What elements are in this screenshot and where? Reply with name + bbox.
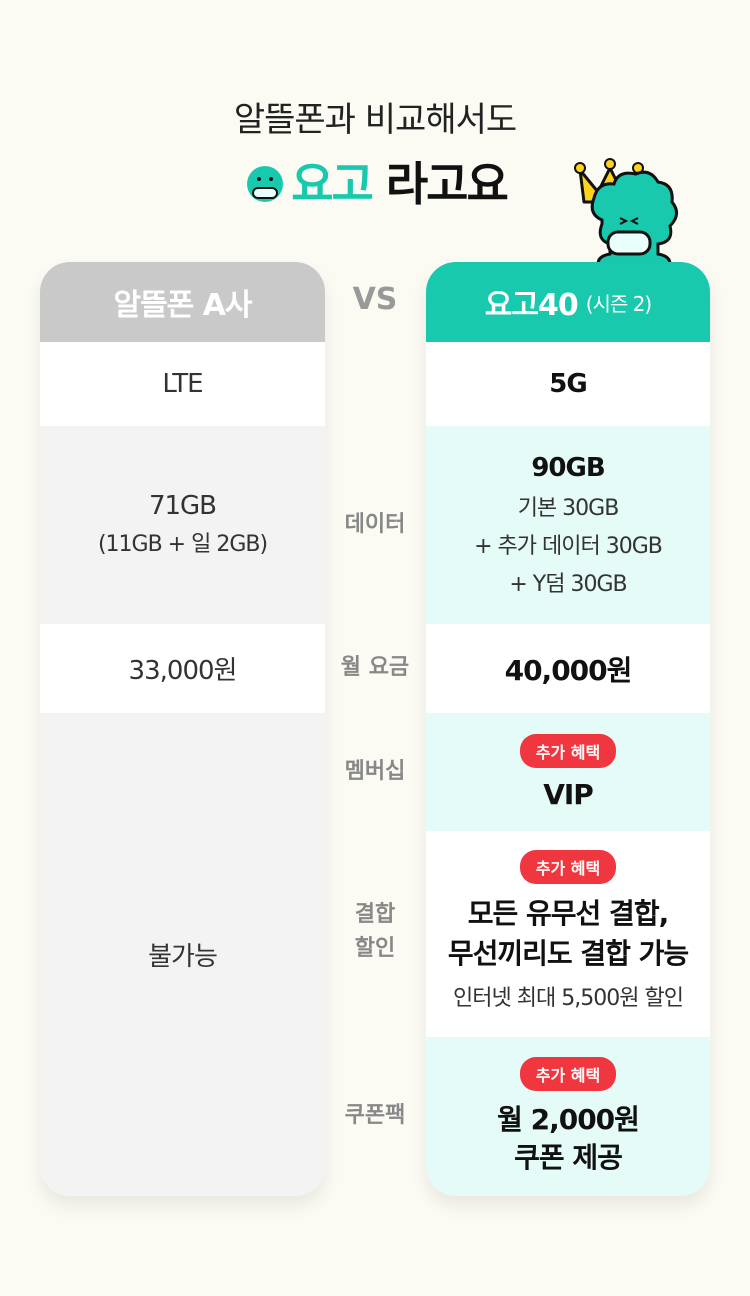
row-label-bundle-line: 할인 xyxy=(354,936,396,961)
mascot-crown-illustration xyxy=(572,150,684,282)
column-b-bundle-line: 모든 유무선 결합, xyxy=(467,897,669,930)
extra-benefit-badge: 추가 혜택 xyxy=(519,733,617,768)
column-b-bundle-note: 인터넷 최대 5,500원 할인 xyxy=(453,986,684,1011)
column-b-network-cell: 5G xyxy=(426,342,710,426)
extra-benefit-badge: 추가 혜택 xyxy=(519,850,617,884)
column-a-network-cell: LTE xyxy=(40,342,325,426)
row-label-bundle-line: 결합 xyxy=(354,902,396,927)
column-b-data-line: 기본 30GB xyxy=(517,496,620,521)
row-label-bundle: 결합 할인 xyxy=(325,898,425,966)
column-b-data-main: 90GB xyxy=(531,453,605,483)
column-b-coupon-line: 월 2,000원 xyxy=(497,1102,640,1136)
column-a-price-cell: 33,000원 xyxy=(40,624,325,713)
header-subtitle: 알뜰폰과 비교해서도 xyxy=(233,100,517,140)
column-b-bundle-line: 무선끼리도 결합 가능 xyxy=(447,937,689,970)
column-a-extras-cell: 불가능 xyxy=(40,713,325,1196)
row-label-data: 데이터 xyxy=(344,512,406,537)
vs-label: VS xyxy=(352,282,398,317)
extra-benefit-badge: 추가 혜택 xyxy=(519,1056,617,1091)
mascot-icon xyxy=(243,161,287,202)
row-label-membership: 멤버십 xyxy=(344,759,406,784)
column-b-data-line: + 추가 데이터 30GB xyxy=(474,534,663,559)
column-b-data-line: + Y덤 30GB xyxy=(509,572,627,597)
column-b-membership: VIP xyxy=(543,777,594,811)
column-a-price: 33,000원 xyxy=(128,656,238,686)
column-b-data-cell: 90GB 기본 30GB + 추가 데이터 30GB + Y덤 30GB xyxy=(426,426,710,624)
column-b-title: 요고40 xyxy=(484,288,579,323)
brand-name: 요고 xyxy=(291,157,374,211)
header-headline: 요고 라고요 xyxy=(0,148,750,214)
column-b-network: 5G xyxy=(549,369,587,399)
column-b-price-cell: 40,000원 xyxy=(426,624,710,713)
headline-text: 라고요 xyxy=(385,157,509,211)
column-b-bundle-cell: 추가 혜택 모든 유무선 결합, 무선끼리도 결합 가능 인터넷 최대 5,50… xyxy=(426,831,710,1037)
row-label-coupon: 쿠폰팩 xyxy=(344,1103,406,1128)
column-a-extras: 불가능 xyxy=(148,942,218,972)
column-b-coupon-cell: 추가 혜택 월 2,000원 쿠폰 제공 xyxy=(426,1037,710,1196)
column-b-price: 40,000원 xyxy=(504,653,633,687)
column-a-network: LTE xyxy=(162,369,203,399)
column-budget-carrier: 알뜰폰 A사 LTE 71GB (11GB + 일 2GB) 33,000원 불… xyxy=(40,262,325,1196)
column-b-season: (시즌 2) xyxy=(585,291,652,316)
column-a-data-main: 71GB xyxy=(148,491,217,521)
row-label-price: 월 요금 xyxy=(340,655,410,680)
mascot-body xyxy=(590,170,678,266)
column-b-coupon-line: 쿠폰 제공 xyxy=(514,1140,623,1174)
column-b-header: 요고40 (시즌 2) xyxy=(426,262,710,342)
column-b-membership-cell: 추가 혜택 VIP xyxy=(426,713,710,831)
column-yogo: 요고40 (시즌 2) 5G 90GB 기본 30GB + 추가 데이터 30G… xyxy=(426,262,710,1196)
column-a-title: 알뜰폰 A사 xyxy=(40,262,325,342)
column-a-data-cell: 71GB (11GB + 일 2GB) xyxy=(40,426,325,624)
column-a-data-sub: (11GB + 일 2GB) xyxy=(97,532,268,557)
